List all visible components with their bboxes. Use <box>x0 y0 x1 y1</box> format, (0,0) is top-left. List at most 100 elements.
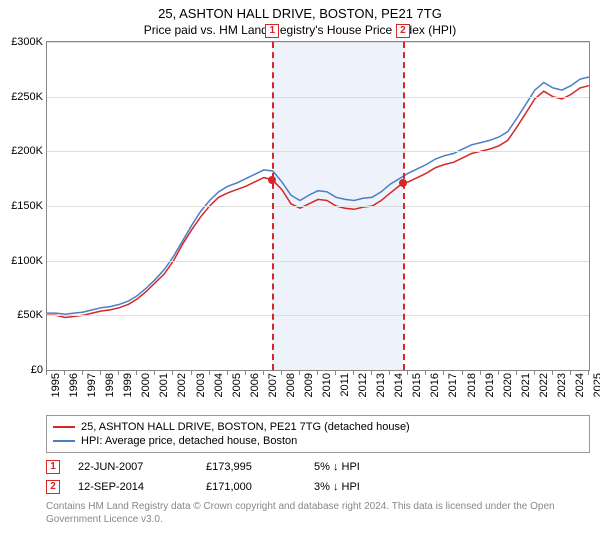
x-axis-label: 2004 <box>213 373 225 397</box>
x-tick <box>136 371 137 375</box>
x-tick <box>480 371 481 375</box>
chart-subtitle: Price paid vs. HM Land Registry's House … <box>0 21 600 41</box>
x-tick <box>335 371 336 375</box>
x-tick <box>154 371 155 375</box>
sale-row-marker: 1 <box>46 460 60 474</box>
x-axis-label: 2008 <box>285 373 297 397</box>
x-axis-label: 2020 <box>502 373 514 397</box>
x-tick <box>64 371 65 375</box>
sale-marker-point <box>399 179 407 187</box>
x-axis-label: 1999 <box>122 373 134 397</box>
x-tick <box>425 371 426 375</box>
x-tick <box>245 371 246 375</box>
x-tick <box>462 371 463 375</box>
x-axis-label: 2018 <box>466 373 478 397</box>
x-tick <box>407 371 408 375</box>
chart-x-axis: 1995 1996 1997 1998 1999 2000 2001 2002 2003 2004… <box>46 371 590 411</box>
x-tick <box>191 371 192 375</box>
legend-swatch <box>53 426 75 428</box>
sales-table: 122-JUN-2007£173,9955% ↓ HPI212-SEP-2014… <box>46 457 590 497</box>
x-axis-label: 2003 <box>195 373 207 397</box>
x-tick <box>443 371 444 375</box>
x-axis-label: 2002 <box>176 373 188 397</box>
y-axis-label: £250K <box>11 91 47 103</box>
y-axis-label: £50K <box>17 309 47 321</box>
y-axis-label: £150K <box>11 200 47 212</box>
series-property <box>47 86 589 318</box>
sale-marker-line <box>403 42 405 370</box>
x-tick <box>498 371 499 375</box>
x-axis-label: 2015 <box>411 373 423 397</box>
x-tick <box>172 371 173 375</box>
x-axis-label: 2016 <box>429 373 441 397</box>
sale-pct-vs-hpi: 3% ↓ HPI <box>314 481 414 493</box>
x-tick <box>552 371 553 375</box>
x-tick <box>118 371 119 375</box>
x-tick <box>263 371 264 375</box>
x-axis-label: 2014 <box>393 373 405 397</box>
legend-item: HPI: Average price, detached house, Bost… <box>53 434 583 448</box>
gridline <box>47 97 589 98</box>
x-tick <box>371 371 372 375</box>
x-axis-label: 1998 <box>104 373 116 397</box>
chart-plot-area: £0£50K£100K£150K£200K£250K£300K12 <box>46 41 590 371</box>
x-axis-label: 2006 <box>249 373 261 397</box>
sale-row: 122-JUN-2007£173,9955% ↓ HPI <box>46 457 590 477</box>
y-axis-label: £0 <box>31 364 47 376</box>
y-axis-label: £100K <box>11 255 47 267</box>
x-tick <box>299 371 300 375</box>
x-tick <box>570 371 571 375</box>
chart-legend: 25, ASHTON HALL DRIVE, BOSTON, PE21 7TG … <box>46 415 590 453</box>
x-axis-label: 2007 <box>267 373 279 397</box>
x-axis-label: 2024 <box>574 373 586 397</box>
x-axis-label: 2022 <box>538 373 550 397</box>
sale-row: 2 12-SEP-2014 £171,000 3% ↓ HPI <box>46 477 590 497</box>
x-tick <box>317 371 318 375</box>
x-axis-label: 2009 <box>303 373 315 397</box>
x-axis-label: 2017 <box>447 373 459 397</box>
gridline <box>47 206 589 207</box>
y-axis-label: £200K <box>11 145 47 157</box>
chart-title: 25, ASHTON HALL DRIVE, BOSTON, PE21 7TG <box>0 0 600 21</box>
gridline <box>47 315 589 316</box>
series-hpi <box>47 77 589 314</box>
x-axis-label: 2021 <box>520 373 532 397</box>
x-axis-label: 1996 <box>68 373 80 397</box>
x-tick <box>353 371 354 375</box>
x-axis-label: 2023 <box>556 373 568 397</box>
gridline <box>47 42 589 43</box>
x-axis-label: 2012 <box>357 373 369 397</box>
gridline <box>47 261 589 262</box>
sale-marker-box: 1 <box>265 24 279 38</box>
x-tick <box>209 371 210 375</box>
sale-marker-point <box>268 176 276 184</box>
x-axis-label: 2025 <box>592 373 600 397</box>
x-axis-label: 2019 <box>484 373 496 397</box>
sale-row-marker: 2 <box>46 480 60 494</box>
gridline <box>47 151 589 152</box>
x-tick <box>588 371 589 375</box>
x-tick <box>100 371 101 375</box>
legend-swatch <box>53 440 75 442</box>
x-axis-label: 2005 <box>231 373 243 397</box>
sale-price: £173,995 <box>206 461 296 473</box>
x-axis-label: 2010 <box>321 373 333 397</box>
sale-price: £171,000 <box>206 481 296 493</box>
y-axis-label: £300K <box>11 36 47 48</box>
sale-date: 22-JUN-2007 <box>78 461 188 473</box>
sale-date: 12-SEP-2014 <box>78 481 188 493</box>
x-axis-label: 2013 <box>375 373 387 397</box>
x-axis-label: 1995 <box>50 373 62 397</box>
legend-item: 25, ASHTON HALL DRIVE, BOSTON, PE21 7TG … <box>53 420 583 434</box>
x-axis-label: 2001 <box>158 373 170 397</box>
x-tick <box>389 371 390 375</box>
x-axis-label: 2000 <box>140 373 152 397</box>
x-tick <box>82 371 83 375</box>
sale-marker-line <box>272 42 274 370</box>
x-tick <box>227 371 228 375</box>
chart-footnote: Contains HM Land Registry data © Crown c… <box>46 501 590 526</box>
x-axis-label: 1997 <box>86 373 98 397</box>
x-tick <box>534 371 535 375</box>
sale-marker-box: 2 <box>396 24 410 38</box>
legend-label: 25, ASHTON HALL DRIVE, BOSTON, PE21 7TG … <box>81 421 410 433</box>
